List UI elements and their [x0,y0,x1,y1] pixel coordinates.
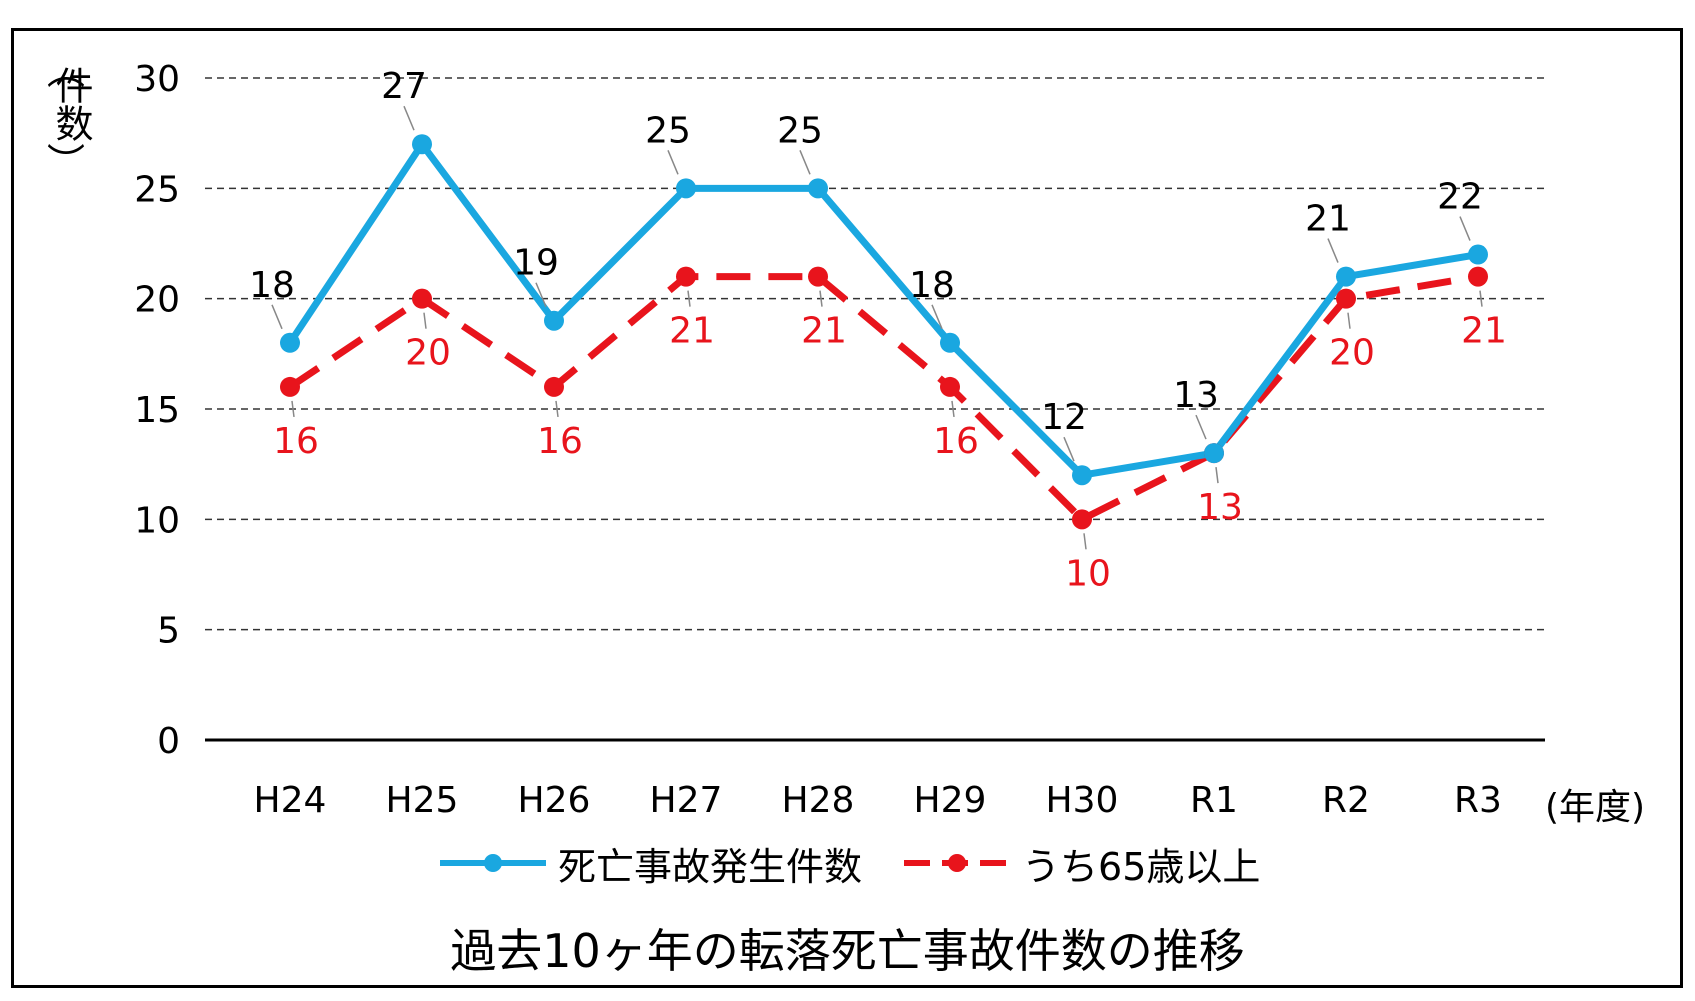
data-label-65-and-over: 16 [273,421,319,462]
data-point-65-and-over [940,376,960,397]
legend-swatch-dashed-icon [904,854,1011,872]
legend-item-series-1: 死亡事故発生件数 [438,836,862,891]
data-point-fatal-accidents [544,310,564,331]
data-point-65-and-over [412,288,432,309]
data-label-fatal-accidents: 18 [249,265,295,306]
y-tick-label: 30 [134,59,180,100]
y-axis-label: 件数 [49,66,93,142]
data-label-fatal-accidents: 19 [513,243,559,284]
chart-title: 過去10ヶ年の転落死亡事故件数の推移 [450,924,1245,978]
y-axis-label-paren-close: ︶ [47,141,86,185]
y-tick-label: 10 [134,500,180,541]
data-label-65-and-over: 10 [1065,553,1111,594]
leader-line [1459,216,1471,241]
x-tick-label: R1 [1190,780,1238,821]
y-axis-label-paren-open: ︵ [47,49,86,93]
data-point-65-and-over [1336,288,1356,309]
leader-line [931,304,943,330]
x-tick-label: H24 [254,780,327,821]
y-tick-label: 20 [134,280,180,321]
data-point-fatal-accidents [808,178,828,199]
data-point-65-and-over [1072,509,1092,530]
leader-line [1195,414,1207,440]
leader-line [403,105,415,131]
data-point-fatal-accidents [1204,443,1224,464]
leader-line [687,290,691,307]
data-point-fatal-accidents [280,332,300,353]
data-point-fatal-accidents [1468,244,1488,265]
leader-line [1215,467,1219,484]
y-tick-label: 15 [134,390,180,431]
leader-line [1063,436,1075,462]
data-point-fatal-accidents [940,332,960,353]
series-line-65-and-over [288,273,1479,523]
x-tick-label: H30 [1046,780,1119,821]
x-tick-label: H28 [782,780,855,821]
x-tick-label: H25 [386,780,459,821]
leader-line [271,304,283,330]
data-label-fatal-accidents: 22 [1437,177,1483,218]
data-label-fatal-accidents: 25 [645,110,691,151]
leader-line [1347,312,1351,329]
legend: 死亡事故発生件数 うち65歳以上 [438,836,1300,891]
data-point-65-and-over [280,376,300,397]
leader-line [291,400,295,418]
data-point-65-and-over [808,266,828,287]
x-tick-label: R2 [1322,780,1370,821]
data-label-65-and-over: 20 [1329,333,1375,374]
data-label-65-and-over: 20 [405,333,451,374]
series-line-fatal-accidents [287,140,1479,479]
leader-line [555,400,559,418]
leader-line [667,150,679,175]
data-label-65-and-over: 21 [669,311,715,352]
chart-frame [11,28,1683,988]
data-label-fatal-accidents: 12 [1041,397,1087,438]
data-point-65-and-over [1468,266,1488,287]
x-tick-label: R3 [1454,780,1502,821]
x-tick-label: H26 [518,780,591,821]
data-point-fatal-accidents [1336,266,1356,287]
data-label-65-and-over: 13 [1197,487,1243,528]
leader-line [951,400,955,418]
data-label-fatal-accidents: 18 [909,265,955,306]
data-label-fatal-accidents: 13 [1173,375,1219,416]
data-label-65-and-over: 16 [933,421,979,462]
y-tick-label: 25 [134,169,180,210]
data-label-fatal-accidents: 25 [777,110,823,151]
leader-line [423,312,427,329]
y-tick-label: 5 [157,611,180,652]
legend-item-series-2: うち65歳以上 [902,836,1260,891]
x-tick-label: H29 [914,780,987,821]
leader-line [1479,290,1483,307]
data-label-65-and-over: 21 [801,311,847,352]
leader-line [535,282,547,308]
data-point-65-and-over [544,376,564,397]
leader-line [1083,533,1087,550]
data-point-65-and-over [676,266,696,287]
x-axis-unit: (年度) [1545,787,1646,828]
data-label-65-and-over: 21 [1461,311,1507,352]
data-label-65-and-over: 16 [537,421,583,462]
data-point-fatal-accidents [676,178,696,199]
leader-line [1327,238,1339,263]
legend-label-series-2: うち65歳以上 [1022,844,1261,889]
legend-label-series-1: 死亡事故発生件数 [558,844,863,889]
data-label-fatal-accidents: 21 [1305,199,1351,240]
data-point-fatal-accidents [412,134,432,155]
leader-line [819,290,823,307]
legend-swatch-solid-icon [440,854,546,872]
leader-line [799,150,811,175]
data-point-fatal-accidents [1072,465,1092,486]
y-tick-label: 0 [157,721,180,762]
x-tick-label: H27 [650,780,723,821]
data-label-fatal-accidents: 27 [381,66,427,107]
